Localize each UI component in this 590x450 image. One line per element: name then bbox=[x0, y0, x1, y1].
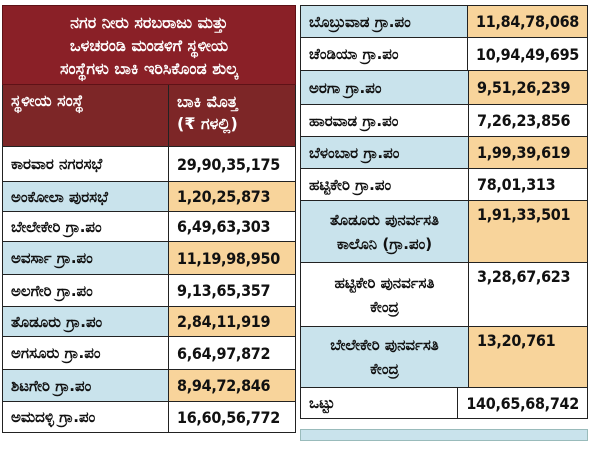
row-amount: 11,19,98,950 bbox=[169, 242, 295, 274]
total-label: ಒಟ್ಟು bbox=[301, 388, 459, 418]
row-name: ಬೆಳಂಬಾರ ಗ್ರಾ.ಪಂ bbox=[301, 137, 469, 168]
row-amount: 3,28,67,623 bbox=[469, 263, 587, 326]
row-amount: 8,94,72,846 bbox=[169, 370, 295, 401]
row-name: ಅವರ್ಸಾ ಗ್ರಾ.ಪಂ bbox=[3, 242, 169, 274]
row-name: ತೊಡೂರು ಗ್ರಾ.ಪಂ bbox=[3, 307, 169, 336]
column-header-row: ಸ್ಥಳೀಯ ಸಂಸ್ಥೆ ಬಾಕಿ ಮೊತ್ತ (₹ ಗಳಲ್ಲಿ) bbox=[2, 85, 296, 147]
table-row: ಬೊಬ್ರುವಾಡ ಗ್ರಾ.ಪಂ 11,84,78,068 bbox=[300, 5, 588, 38]
row-name: ಕಾರವಾರ ನಗರಸಭೆ bbox=[3, 147, 169, 181]
total-row: ಒಟ್ಟು 140,65,68,742 bbox=[300, 388, 588, 419]
table-row: ಅಲಗೇರಿ ಗ್ರಾ.ಪಂ 9,13,65,357 bbox=[2, 275, 296, 307]
table-row: ಅವರ್ಸಾ ಗ್ರಾ.ಪಂ 11,19,98,950 bbox=[2, 242, 296, 275]
column-header-amount-line-2: (₹ ಗಳಲ್ಲಿ) bbox=[177, 114, 238, 133]
row-name: ಅರಗಾ ಗ್ರಾ.ಪಂ bbox=[301, 71, 469, 104]
table-row: ಅರಗಾ ಗ್ರಾ.ಪಂ 9,51,26,239 bbox=[300, 71, 588, 105]
row-amount: 78,01,313 bbox=[469, 169, 587, 200]
column-header-amount: ಬಾಕಿ ಮೊತ್ತ (₹ ಗಳಲ್ಲಿ) bbox=[169, 85, 295, 146]
table-row: ಕಾರವಾರ ನಗರಸಭೆ 29,90,35,175 bbox=[2, 147, 296, 182]
row-name-line-1: ಹಟ್ಟಿಕೇರಿ ಪುನರ್ವಸತಿ bbox=[334, 273, 435, 292]
table-row: ಶಿಟಗೇರಿ ಗ್ರಾ.ಪಂ 8,94,72,846 bbox=[2, 370, 296, 402]
row-name-line-2: ಕೇಂದ್ರ bbox=[370, 297, 399, 316]
row-amount: 6,49,63,303 bbox=[169, 212, 295, 241]
table-row: ಬೆಳಂಬಾರ ಗ್ರಾ.ಪಂ 1,99,39,619 bbox=[300, 137, 588, 169]
title-line-3: ಸಂಸ್ಥೆಗಳು ಬಾಕಿ ಇರಿಸಿಕೊಂಡ ಶುಲ್ಕ bbox=[60, 58, 238, 78]
row-amount: 13,20,761 bbox=[469, 327, 587, 387]
table-row: ಅಮದಳ್ಳಿ ಗ್ರಾ.ಪಂ 16,60,56,772 bbox=[2, 402, 296, 433]
row-amount: 29,90,35,175 bbox=[169, 147, 295, 181]
total-amount: 140,65,68,742 bbox=[458, 388, 587, 418]
row-name: ಬೇಲೇಕೇರಿ ಪುನರ್ವಸತಿ ಕೇಂದ್ರ bbox=[301, 327, 469, 387]
table-row: ಹಟ್ಟಿಕೇರಿ ಪುನರ್ವಸತಿ ಕೇಂದ್ರ 3,28,67,623 bbox=[300, 263, 588, 327]
row-amount: 1,20,25,873 bbox=[169, 182, 295, 211]
row-amount: 7,26,23,856 bbox=[469, 105, 587, 136]
row-amount: 1,91,33,501 bbox=[469, 201, 587, 262]
row-amount: 1,99,39,619 bbox=[469, 137, 587, 168]
row-amount: 6,64,97,872 bbox=[169, 337, 295, 369]
table-row: ಚೆಂಡಿಯಾ ಗ್ರಾ.ಪಂ 10,94,49,695 bbox=[300, 38, 588, 71]
row-amount: 16,60,56,772 bbox=[169, 402, 295, 432]
row-amount: 9,13,65,357 bbox=[169, 275, 295, 306]
table-row: ತೊಡೂರು ಗ್ರಾ.ಪಂ 2,84,11,919 bbox=[2, 307, 296, 337]
title-line-2: ಒಳಚರಂಡಿ ಮಂಡಳಿಗೆ ಸ್ಥಳೀಯ bbox=[69, 35, 229, 55]
column-header-name: ಸ್ಥಳೀಯ ಸಂಸ್ಥೆ bbox=[3, 85, 169, 146]
row-name-line-1: ಬೇಲೇಕೇರಿ ಪುನರ್ವಸತಿ bbox=[330, 336, 439, 354]
row-name-line-1: ತೊಡೂರು ಪುನರ್ವಸತಿ bbox=[329, 210, 440, 229]
row-amount: 2,84,11,919 bbox=[169, 307, 295, 336]
row-name: ಅಮದಳ್ಳಿ ಗ್ರಾ.ಪಂ bbox=[3, 402, 169, 432]
table-row: ತೊಡೂರು ಪುನರ್ವಸತಿ ಕಾಲೊನಿ (ಗ್ರಾ.ಪಂ) 1,91,3… bbox=[300, 201, 588, 263]
row-name: ಶಿಟಗೇರಿ ಗ್ರಾ.ಪಂ bbox=[3, 370, 169, 401]
row-name: ಅಗಸೂರು ಗ್ರಾ.ಪಂ bbox=[3, 337, 169, 369]
row-name: ಹಟ್ಟಿಕೇರಿ ಪುನರ್ವಸತಿ ಕೇಂದ್ರ bbox=[301, 263, 469, 326]
row-amount: 11,84,78,068 bbox=[468, 6, 587, 37]
row-amount: 9,51,26,239 bbox=[469, 71, 587, 104]
row-name: ಚೆಂಡಿಯಾ ಗ್ರಾ.ಪಂ bbox=[301, 38, 469, 70]
row-name-line-2: ಕೇಂದ್ರ bbox=[370, 360, 399, 378]
row-name: ಅಲಗೇರಿ ಗ್ರಾ.ಪಂ bbox=[3, 275, 169, 306]
row-amount: 10,94,49,695 bbox=[468, 38, 587, 70]
table-row: ಹಟ್ಟಿಕೇರಿ ಗ್ರಾ.ಪಂ 78,01,313 bbox=[300, 169, 588, 201]
table-row: ಹಾರವಾಡ ಗ್ರಾ.ಪಂ 7,26,23,856 bbox=[300, 105, 588, 137]
table-title: ನಗರ ನೀರು ಸರಬರಾಜು ಮತ್ತು ಒಳಚರಂಡಿ ಮಂಡಳಿಗೆ ಸ… bbox=[2, 5, 296, 85]
row-name: ಬೇಲೇಕೇರಿ ಗ್ರಾ.ಪಂ bbox=[3, 212, 169, 241]
table-row: ಬೇಲೇಕೇರಿ ಗ್ರಾ.ಪಂ 6,49,63,303 bbox=[2, 212, 296, 242]
row-name: ಅಂಕೋಲಾ ಪುರಸಭೆ bbox=[3, 182, 169, 211]
table-row: ಬೇಲೇಕೇರಿ ಪುನರ್ವಸತಿ ಕೇಂದ್ರ 13,20,761 bbox=[300, 327, 588, 388]
title-line-1: ನಗರ ನೀರು ಸರಬರಾಜು ಮತ್ತು bbox=[70, 12, 228, 32]
column-header-amount-line-1: ಬಾಕಿ ಮೊತ್ತ bbox=[177, 92, 238, 111]
right-table: ಬೊಬ್ರುವಾಡ ಗ್ರಾ.ಪಂ 11,84,78,068 ಚೆಂಡಿಯಾ ಗ… bbox=[300, 5, 588, 419]
row-name-line-2: ಕಾಲೊನಿ (ಗ್ರಾ.ಪಂ) bbox=[336, 234, 433, 253]
row-name: ಬೊಬ್ರುವಾಡ ಗ್ರಾ.ಪಂ bbox=[301, 6, 469, 37]
table-row: ಅಂಕೋಲಾ ಪುರಸಭೆ 1,20,25,873 bbox=[2, 182, 296, 212]
bottom-divider bbox=[300, 429, 588, 441]
table-row: ಅಗಸೂರು ಗ್ರಾ.ಪಂ 6,64,97,872 bbox=[2, 337, 296, 370]
row-name: ಹಾರವಾಡ ಗ್ರಾ.ಪಂ bbox=[301, 105, 469, 136]
row-name: ತೊಡೂರು ಪುನರ್ವಸತಿ ಕಾಲೊನಿ (ಗ್ರಾ.ಪಂ) bbox=[301, 201, 469, 262]
left-table: ನಗರ ನೀರು ಸರಬರಾಜು ಮತ್ತು ಒಳಚರಂಡಿ ಮಂಡಳಿಗೆ ಸ… bbox=[2, 5, 296, 433]
row-name: ಹಟ್ಟಿಕೇರಿ ಗ್ರಾ.ಪಂ bbox=[301, 169, 469, 200]
